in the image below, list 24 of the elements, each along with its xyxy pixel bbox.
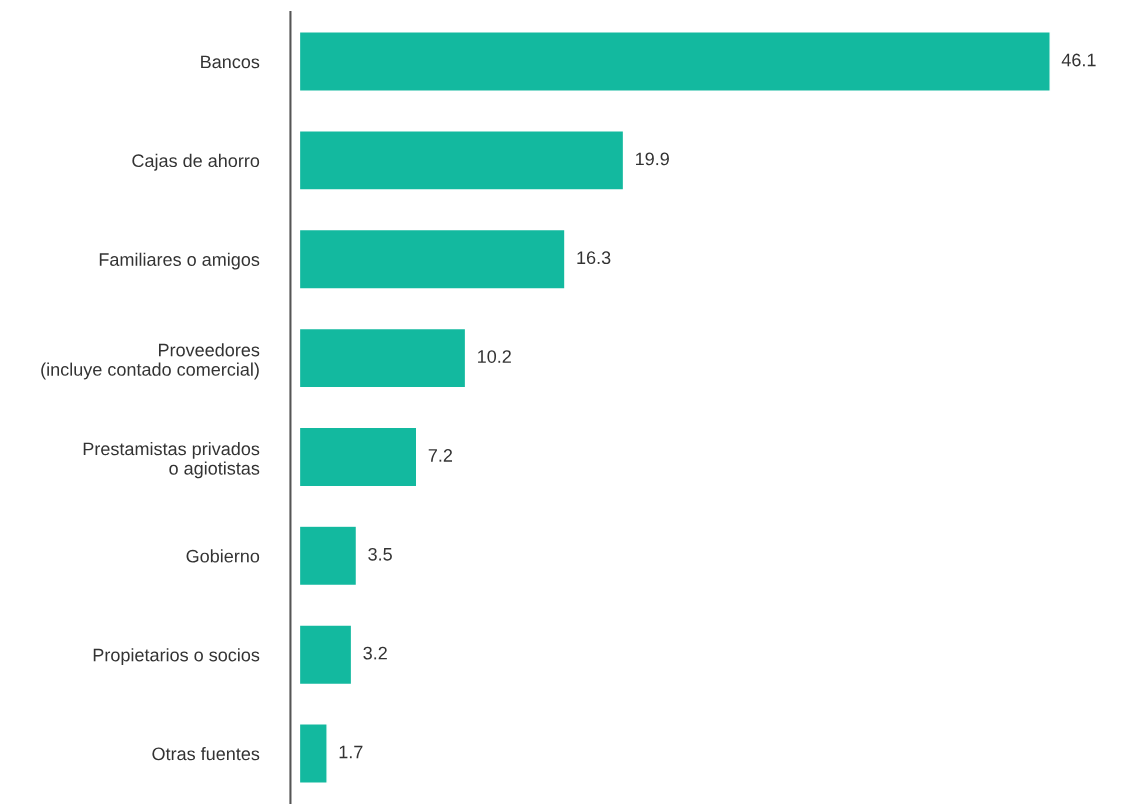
data-label: 7.2 — [428, 449, 453, 462]
data-label: 3.2 — [363, 646, 387, 660]
y-tick-label: Gobierno — [186, 549, 260, 563]
data-label: 10.2 — [478, 350, 511, 363]
bar — [298, 624, 353, 686]
data-label: 3.5 — [368, 547, 392, 561]
bar — [298, 327, 467, 389]
y-tick-label: Prestamistas privados o agiotistas — [83, 442, 260, 479]
y-tick-label: Bancos — [201, 55, 260, 69]
y-tick-label: Cajas de ahorro — [132, 153, 260, 171]
data-label: 16.3 — [577, 251, 611, 265]
data-label: 46.1 — [1061, 53, 1096, 67]
y-tick-label: Familiares o amigos — [99, 252, 260, 270]
bar — [298, 723, 328, 784]
y-tick-label: Otras fuentes — [152, 747, 260, 761]
y-tick-label: Proveedores (incluye contado comercial) — [41, 343, 260, 380]
data-label: 19.9 — [636, 152, 669, 166]
bar — [298, 525, 358, 587]
data-label: 1.7 — [339, 745, 363, 759]
bar — [298, 228, 566, 290]
bar — [298, 426, 418, 488]
bar — [298, 130, 625, 191]
bar — [298, 31, 1051, 92]
y-tick-label: Propietarios o socios — [93, 648, 260, 665]
